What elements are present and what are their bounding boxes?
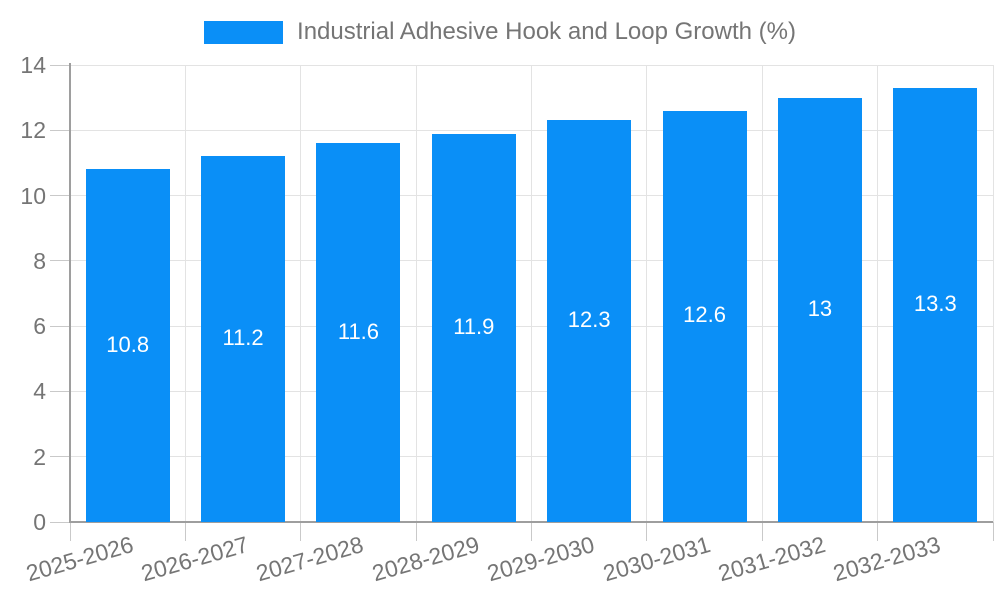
x-tick-label: 2027-2028: [253, 531, 367, 587]
y-tick-label: 0: [33, 509, 46, 535]
x-axis-tick: [415, 522, 417, 541]
x-axis-tick: [761, 522, 763, 541]
y-tick-label: 6: [33, 313, 46, 340]
gridline-vertical: [184, 65, 186, 522]
bar-value-label: 13: [807, 295, 833, 321]
bar-value-label: 10.8: [106, 331, 150, 357]
y-tick-label: 12: [20, 117, 46, 144]
bar: [662, 110, 747, 522]
legend-swatch: [204, 20, 284, 44]
x-tick-label: 2028-2029: [369, 531, 482, 587]
y-axis-tick: [50, 64, 70, 66]
y-axis-tick: [50, 390, 70, 392]
x-tick-label: 2025-2026: [22, 531, 136, 587]
bar: [201, 156, 286, 522]
x-tick-label: 2026-2027: [138, 531, 252, 587]
bar-value-label: 13.3: [913, 290, 957, 316]
bar: [893, 87, 978, 522]
y-tick-label: 14: [20, 52, 46, 78]
gridline-vertical: [761, 65, 763, 522]
gridline-vertical: [877, 65, 879, 522]
legend-series-label: Industrial Adhesive Hook and Loop Growth…: [297, 18, 796, 45]
bar: [431, 133, 516, 522]
bar: [547, 120, 632, 522]
x-axis-tick: [184, 522, 186, 541]
x-axis-tick: [646, 522, 648, 541]
bar-value-label: 11.2: [222, 325, 264, 351]
chart-legend: Industrial Adhesive Hook and Loop Growth…: [0, 18, 1000, 46]
x-tick-label: 2030-2031: [599, 531, 713, 587]
x-axis-tick: [992, 522, 994, 541]
x-axis-tick: [531, 522, 532, 541]
x-axis-tick: [877, 522, 879, 541]
gridline-horizontal: [70, 64, 993, 66]
x-axis-tick: [69, 522, 71, 541]
bar-value-label: 11.6: [337, 318, 380, 344]
y-axis-tick: [50, 456, 70, 458]
bar-value-label: 12.6: [683, 302, 726, 328]
bar-value-label: 12.3: [567, 307, 611, 333]
gridline-vertical: [646, 65, 648, 522]
y-axis-line: [69, 63, 71, 522]
x-tick-label: 2031-2032: [715, 531, 829, 587]
x-axis-tick: [300, 522, 302, 541]
bar: [777, 97, 862, 522]
gridline-vertical: [992, 65, 994, 522]
gridline-vertical: [531, 65, 532, 522]
y-axis-tick: [50, 195, 70, 197]
y-axis-tick: [50, 129, 70, 131]
gridline-vertical: [415, 65, 417, 522]
y-tick-label: 2: [33, 443, 46, 470]
y-tick-label: 4: [33, 378, 46, 405]
x-tick-label: 2029-2030: [484, 531, 598, 587]
y-axis-tick: [50, 260, 70, 262]
bar: [85, 169, 170, 522]
bar: [316, 143, 401, 522]
y-axis-tick: [50, 325, 70, 327]
bar-value-label: 11.9: [453, 313, 495, 339]
y-tick-label: 10: [20, 182, 46, 209]
y-tick-label: 8: [33, 247, 46, 274]
gridline-vertical: [300, 65, 302, 522]
x-tick-label: 2032-2033: [830, 531, 944, 587]
y-axis-tick: [50, 521, 70, 523]
